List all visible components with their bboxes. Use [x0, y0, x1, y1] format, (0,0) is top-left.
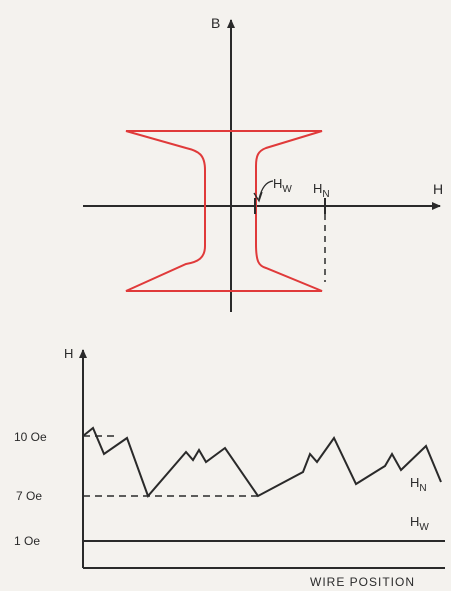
hw-line-label: HW: [410, 514, 429, 533]
hn-label: HN: [313, 181, 330, 200]
hw-pointer-head: [253, 191, 263, 203]
hysteresis-loop: [125, 130, 323, 292]
b-axis-label: B: [211, 15, 220, 31]
field-profile-diagram: H WIRE POSITION 10 Oe 7 Oe 1 Oe HW HN: [14, 346, 445, 589]
h-axis-label: H: [433, 181, 443, 197]
profile-h-axis-label: H: [64, 346, 73, 361]
hw-label: HW: [273, 176, 292, 195]
wire-position-caption: WIRE POSITION: [310, 575, 415, 589]
tick-label-10-oe: 10 Oe: [14, 430, 47, 444]
hysteresis-diagram: B H HW HN: [83, 15, 443, 312]
hn-line-label: HN: [410, 475, 427, 494]
hw-pointer: [258, 180, 274, 200]
tick-label-1-oe: 1 Oe: [14, 534, 40, 548]
hn-profile-line: [82, 426, 442, 498]
tick-label-7-oe: 7 Oe: [16, 489, 42, 503]
